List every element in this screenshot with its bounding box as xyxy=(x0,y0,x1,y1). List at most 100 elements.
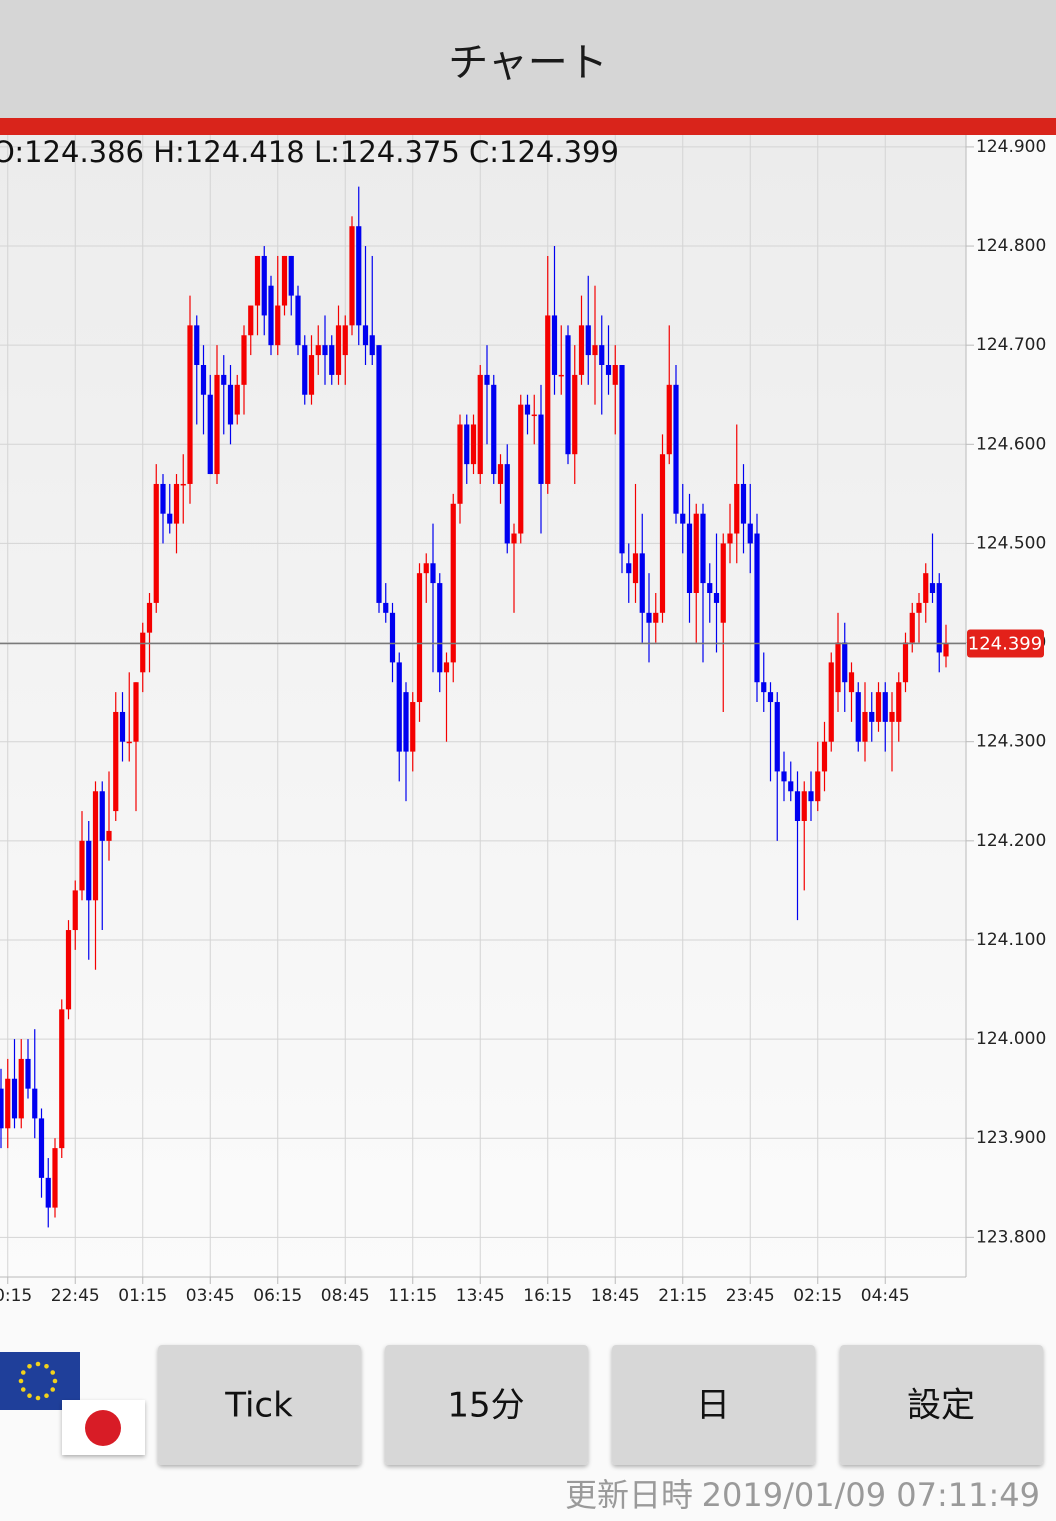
candle-body xyxy=(329,345,335,375)
candle-body xyxy=(659,454,666,613)
candle-body xyxy=(889,711,895,722)
eu-star xyxy=(50,1387,56,1392)
candle-body xyxy=(396,662,402,752)
candle-body xyxy=(140,632,146,673)
candle-body xyxy=(173,483,180,524)
candle-body xyxy=(734,483,740,534)
candle-body xyxy=(342,325,348,356)
candle-body xyxy=(700,513,706,584)
candle-body xyxy=(221,374,227,385)
candle-body xyxy=(531,414,537,417)
candle-body xyxy=(11,1078,18,1119)
candle-body xyxy=(207,394,213,475)
eu-star xyxy=(18,1378,24,1384)
candle-body xyxy=(781,771,787,782)
candle-body xyxy=(464,424,470,465)
candle-body xyxy=(943,643,949,657)
candle-body xyxy=(558,374,564,377)
updated-label: 更新日時 xyxy=(565,1476,693,1514)
candle-body xyxy=(52,1148,58,1208)
candle-body xyxy=(369,335,375,356)
candle-body xyxy=(686,523,693,593)
candle-body xyxy=(761,682,767,693)
candle-body xyxy=(72,890,78,931)
candle-body xyxy=(815,771,821,802)
eu-star xyxy=(50,1370,56,1375)
candle-body xyxy=(477,374,483,475)
candle-body xyxy=(882,692,888,722)
candle-body xyxy=(869,711,875,722)
candle-body xyxy=(612,365,618,385)
eu-star xyxy=(27,1363,32,1369)
button[interactable]: 設定 xyxy=(840,1345,1043,1465)
buttons: Tick 15分 日 設定 xyxy=(158,1345,1043,1465)
button-label[interactable]: 15分 xyxy=(447,1386,524,1426)
x-tick-label: 08:45 xyxy=(321,1286,370,1306)
candle-body xyxy=(194,325,200,365)
button-label[interactable]: 設定 xyxy=(907,1386,975,1426)
candle-body xyxy=(524,404,531,415)
x-tick-label: 18:45 xyxy=(591,1286,640,1306)
candle-body xyxy=(92,791,99,901)
candle-body xyxy=(572,374,578,455)
y-tick-label: 124.300 xyxy=(976,732,1046,752)
candle-body xyxy=(896,682,902,722)
button[interactable]: Tick xyxy=(158,1345,361,1465)
candle-body xyxy=(707,583,713,593)
button-face[interactable] xyxy=(385,1345,588,1465)
candle-body xyxy=(828,662,834,742)
updated-time: 2019/01/09 07:11:49 xyxy=(702,1476,1040,1514)
candle-body xyxy=(673,384,679,514)
candle-body xyxy=(747,523,753,544)
candle-body xyxy=(248,305,254,336)
candle-body xyxy=(511,533,517,544)
candle-body xyxy=(18,1058,24,1119)
candle-body xyxy=(855,692,861,742)
candle-body xyxy=(241,335,247,385)
candle-body xyxy=(497,464,504,484)
button-face[interactable] xyxy=(840,1345,1043,1465)
candle-body xyxy=(680,513,686,524)
candle-body xyxy=(565,335,571,455)
candle-body xyxy=(545,315,551,484)
candle-body xyxy=(403,692,409,752)
y-tick-label: 124.000 xyxy=(976,1029,1046,1049)
x-tick-label: 11:15 xyxy=(388,1286,437,1306)
y-tick-label: 123.900 xyxy=(976,1128,1046,1148)
candle-body xyxy=(86,840,92,901)
x-tick-label: 03:45 xyxy=(186,1286,235,1306)
eu-star xyxy=(20,1370,26,1375)
button-face[interactable] xyxy=(612,1345,815,1465)
candle-body xyxy=(538,414,544,484)
candle-body xyxy=(936,583,942,653)
candle-body xyxy=(59,1009,65,1149)
button-label[interactable]: Tick xyxy=(224,1386,293,1426)
button[interactable]: 15分 xyxy=(385,1345,588,1465)
candle-body xyxy=(133,682,139,742)
candle-body xyxy=(585,325,591,356)
candle-body xyxy=(862,711,868,742)
candle-body xyxy=(308,355,315,395)
eu-star xyxy=(35,1361,41,1367)
candle-body xyxy=(153,483,159,603)
candle-body xyxy=(349,226,355,326)
candle-body xyxy=(713,593,720,603)
candle-body xyxy=(214,374,220,475)
button-face[interactable] xyxy=(158,1345,361,1465)
button[interactable]: 日 xyxy=(612,1345,815,1465)
candle-body xyxy=(302,345,308,395)
y-tick-label: 124.900 xyxy=(976,137,1046,157)
x-tick-label: 06:15 xyxy=(253,1286,302,1306)
candle-body xyxy=(119,711,126,742)
candle-body xyxy=(727,533,733,544)
candle-body xyxy=(875,692,882,722)
y-tick-label: 124.700 xyxy=(976,335,1046,355)
candle-body xyxy=(146,602,153,633)
jp-flag-sun xyxy=(85,1410,121,1446)
candle-body xyxy=(45,1177,51,1208)
y-tick-label: 124.100 xyxy=(976,930,1046,950)
button-label[interactable]: 日 xyxy=(696,1386,730,1426)
candle-body xyxy=(38,1118,45,1178)
candle-body xyxy=(457,424,463,504)
